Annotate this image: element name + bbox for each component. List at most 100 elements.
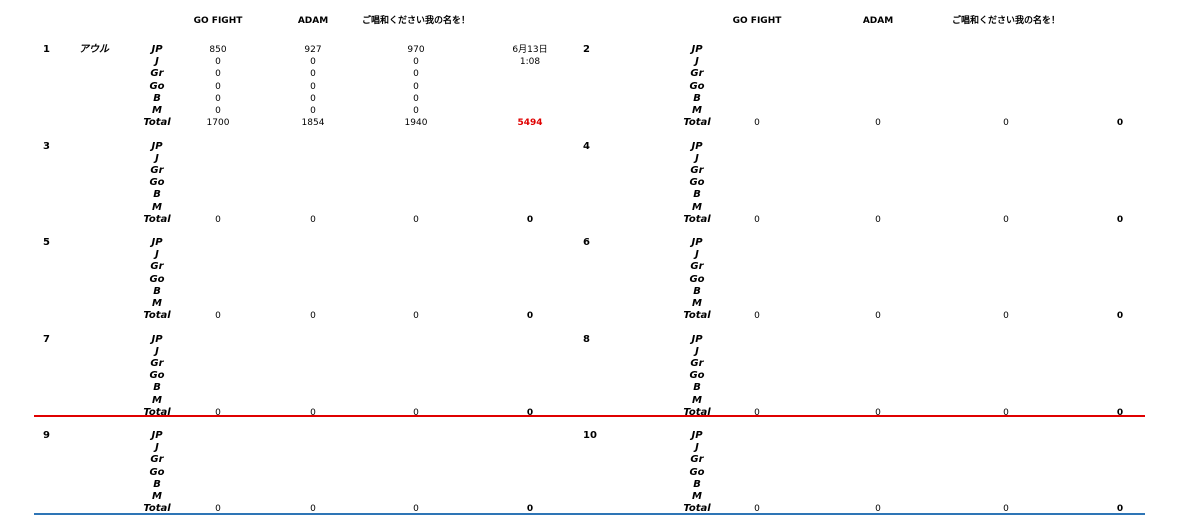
row-label: J	[695, 442, 699, 454]
blue-rule	[34, 513, 1145, 515]
block-name: アウル	[79, 44, 109, 55]
row-label: J	[155, 56, 159, 68]
column-header: GO FIGHT	[193, 16, 243, 26]
row-label: Go	[149, 80, 165, 92]
row-label: Gr	[150, 164, 164, 176]
row-label: JP	[151, 140, 163, 152]
cell: 0	[310, 93, 316, 104]
row-label: Go	[689, 370, 705, 382]
total-cell: 0	[1003, 118, 1009, 129]
row-label: Gr	[690, 454, 704, 466]
row-label: JP	[151, 333, 163, 345]
total-cell: 0	[413, 214, 419, 225]
row-label: Gr	[690, 357, 704, 369]
block-number: 5	[43, 237, 50, 248]
cell: 0	[215, 106, 221, 116]
total-cell: 0	[413, 407, 419, 418]
column-header: ADAM	[862, 16, 894, 26]
row-label: M	[152, 491, 162, 502]
cell: 850	[209, 45, 227, 55]
column-header: ご唱和ください我の名を！	[361, 16, 471, 26]
total-cell: 0	[875, 504, 881, 515]
total-cell: 0	[1116, 504, 1124, 515]
cell: 0	[310, 106, 316, 116]
total-cell: 1854	[301, 118, 325, 129]
row-label: J	[695, 152, 699, 164]
row-label: J	[695, 249, 699, 261]
row-label: J	[155, 152, 159, 164]
row-label: JP	[691, 333, 703, 345]
row-label: Gr	[150, 68, 164, 80]
row-label: B	[153, 382, 161, 394]
total-cell: 0	[875, 118, 881, 129]
total-cell: 0	[754, 118, 760, 129]
row-label: Gr	[690, 164, 704, 176]
row-label: JP	[151, 237, 163, 248]
row-label: Gr	[690, 68, 704, 80]
total-cell: 0	[413, 504, 419, 515]
row-label: JP	[151, 44, 163, 55]
total-cell: 0	[754, 407, 760, 418]
block-number: 2	[583, 44, 590, 55]
row-label: Go	[149, 466, 165, 478]
row-label: Go	[689, 177, 705, 189]
total-cell: 0	[526, 311, 534, 322]
row-label: Go	[689, 273, 705, 285]
row-label: M	[692, 491, 702, 502]
row-label: M	[152, 201, 162, 213]
row-label: Go	[149, 273, 165, 285]
total-cell: 0	[1003, 407, 1009, 418]
row-label: Total	[143, 503, 171, 515]
row-label: Total	[683, 406, 711, 418]
cell: 1:08	[519, 57, 541, 68]
total-cell: 0	[215, 214, 221, 225]
row-label: Go	[689, 80, 705, 92]
total-cell: 0	[754, 214, 760, 225]
block-number: 4	[583, 140, 590, 152]
row-label: JP	[151, 430, 163, 441]
column-header: ご唱和ください我の名を！	[951, 16, 1061, 26]
cell: 0	[310, 69, 316, 80]
total-cell: 0	[1116, 214, 1124, 225]
row-label: J	[695, 56, 699, 68]
cell: 0	[215, 93, 221, 104]
row-label: B	[153, 478, 161, 490]
row-label: JP	[691, 430, 703, 441]
total-cell: 1700	[206, 118, 230, 129]
total-cell: 0	[526, 407, 534, 418]
total-cell: 0	[875, 311, 881, 322]
cell: 6月13日	[512, 45, 548, 55]
total-cell: 0	[754, 311, 760, 322]
row-label: M	[692, 105, 702, 116]
total-cell: 0	[1116, 407, 1124, 418]
row-label: B	[153, 285, 161, 297]
cell: 0	[310, 57, 316, 68]
row-label: M	[152, 394, 162, 406]
total-cell: 0	[875, 214, 881, 225]
row-label: M	[692, 201, 702, 213]
row-label: Gr	[150, 357, 164, 369]
row-label: JP	[691, 44, 703, 55]
block-number: 10	[583, 430, 597, 441]
total-cell: 0	[310, 214, 316, 225]
row-label: Gr	[150, 454, 164, 466]
total-cell: 0	[310, 311, 316, 322]
total-cell: 0	[875, 407, 881, 418]
column-header: ADAM	[297, 16, 329, 26]
total-cell: 0	[754, 504, 760, 515]
column-header: GO FIGHT	[732, 16, 782, 26]
row-label: Total	[143, 117, 171, 129]
block-number: 6	[583, 237, 590, 248]
cell: 0	[310, 81, 316, 92]
row-label: B	[693, 478, 701, 490]
total-cell: 0	[526, 504, 534, 515]
block-number: 7	[43, 333, 50, 345]
row-label: M	[692, 298, 702, 309]
cell: 0	[215, 57, 221, 68]
total-cell: 0	[1116, 311, 1124, 322]
block-number: 3	[43, 140, 50, 152]
row-label: Total	[683, 213, 711, 225]
cell: 0	[215, 69, 221, 80]
total-cell: 0	[215, 504, 221, 515]
